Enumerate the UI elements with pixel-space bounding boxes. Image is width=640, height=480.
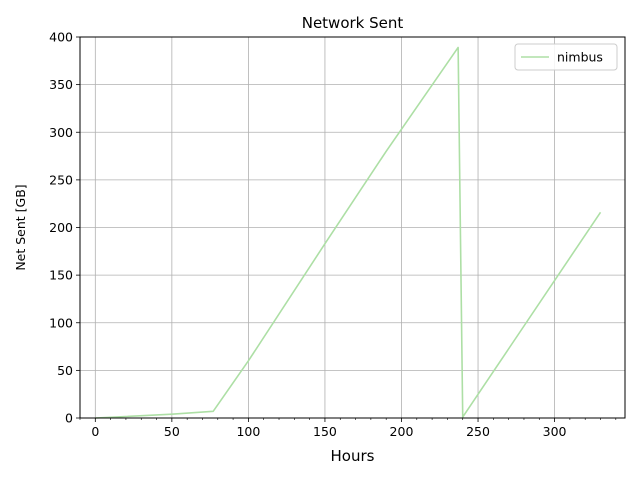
- y-tick-label: 50: [57, 363, 73, 378]
- legend-label: nimbus: [557, 50, 603, 65]
- x-tick-label: 100: [236, 424, 260, 439]
- y-axis-label: Net Sent [GB]: [13, 184, 28, 270]
- y-tick-label: 200: [49, 220, 73, 235]
- x-tick-label: 50: [164, 424, 180, 439]
- series-layer: [95, 46, 602, 419]
- x-tick-label: 300: [543, 424, 567, 439]
- x-tick-label: 200: [390, 424, 414, 439]
- x-tick-label: 250: [466, 424, 490, 439]
- x-axis-label: Hours: [331, 447, 375, 465]
- chart-title: Network Sent: [302, 14, 404, 32]
- y-tick-label: 100: [49, 315, 73, 330]
- y-axis: 0 50 100 150 200 250 300 350 400: [49, 30, 80, 426]
- legend: nimbus: [514, 43, 618, 71]
- series-line-nimbus: [95, 46, 602, 419]
- x-tick-label: 0: [91, 424, 99, 439]
- y-tick-label: 350: [49, 77, 73, 92]
- y-tick-label: 250: [49, 172, 73, 187]
- y-tick-label: 0: [65, 411, 73, 426]
- x-tick-label: 150: [313, 424, 337, 439]
- y-tick-label: 150: [49, 268, 73, 283]
- y-tick-label: 300: [49, 125, 73, 140]
- grid-lines: [80, 36, 625, 419]
- x-axis: 0 50 100 150 200 250 300: [79, 418, 617, 439]
- y-tick-label: 400: [49, 30, 73, 45]
- legend-box: [514, 43, 618, 71]
